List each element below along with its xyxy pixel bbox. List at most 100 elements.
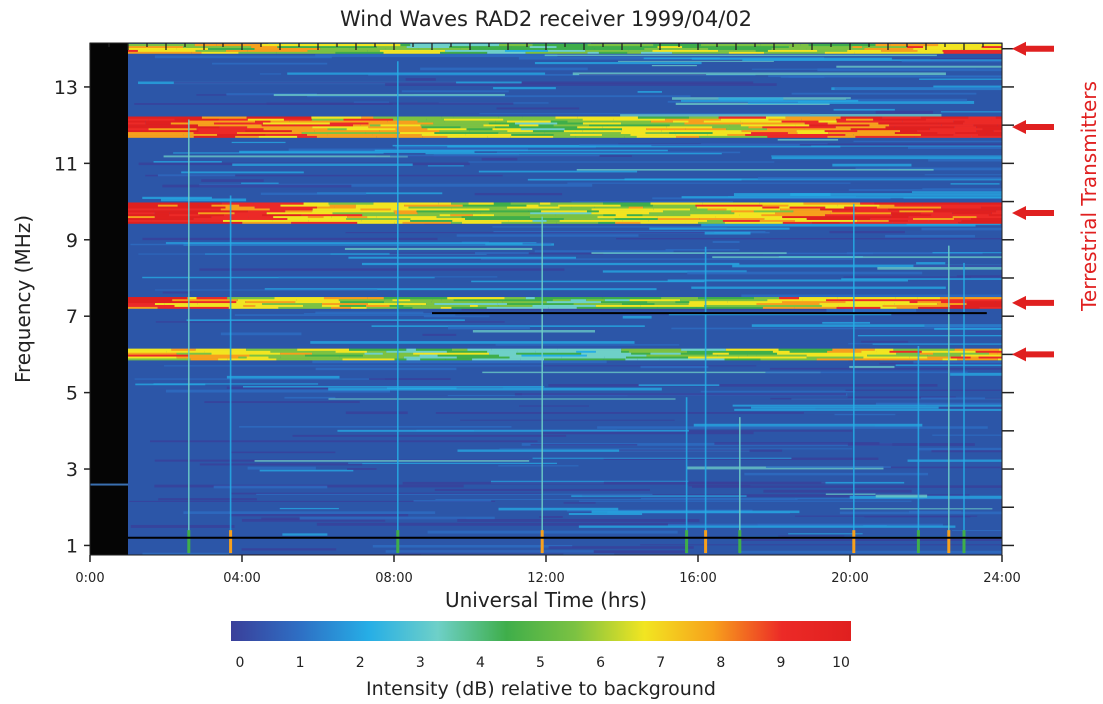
noise-streak (918, 447, 1002, 451)
band-segment (504, 49, 548, 52)
band-segment (621, 129, 662, 133)
noise-streak (241, 518, 386, 522)
band-segment (795, 124, 810, 127)
band-segment (968, 131, 1002, 134)
noise-streak (833, 108, 895, 111)
band-segment (128, 120, 146, 123)
noise-streak (704, 231, 751, 235)
band-segment (952, 215, 977, 219)
band-segment (176, 356, 239, 359)
band-segment (762, 306, 795, 309)
noise-streak (232, 163, 413, 166)
band-segment (187, 297, 197, 300)
band-segment (427, 127, 467, 131)
band-segment (507, 302, 574, 305)
band-segment (489, 352, 517, 355)
band-segment (204, 219, 223, 222)
band-segment (460, 47, 470, 50)
noise-streak (748, 100, 975, 104)
noise-streak (732, 264, 1002, 268)
noise-streak (256, 493, 653, 495)
noise-streak (401, 90, 509, 93)
band-segment (228, 306, 279, 309)
band-segment (376, 135, 423, 138)
band-segment (426, 118, 444, 121)
band-segment (447, 135, 488, 138)
band-segment (346, 127, 396, 131)
band-segment (775, 212, 831, 215)
band-segment (451, 221, 463, 224)
band-segment (199, 304, 244, 307)
band-segment (261, 124, 285, 127)
noise-streak (142, 196, 212, 200)
band-segment (654, 302, 689, 305)
noise-streak (385, 83, 777, 86)
band-segment (234, 212, 267, 215)
band-segment (702, 202, 760, 205)
band-segment (477, 304, 499, 307)
noise-streak (920, 397, 986, 400)
band-segment (816, 358, 855, 361)
band-segment (746, 350, 773, 353)
band-segment (819, 302, 870, 305)
band-segment (440, 306, 452, 309)
radio-bursts (187, 61, 966, 554)
band-segment (630, 133, 676, 136)
band-segment (128, 219, 152, 222)
band-segment (839, 221, 893, 224)
band-segment (128, 135, 194, 138)
band-segment (890, 43, 939, 47)
noise-streak (739, 538, 1002, 542)
band-segment (688, 116, 719, 119)
band-segment (522, 116, 556, 119)
band-segment (552, 298, 571, 302)
band-segment (896, 306, 919, 309)
band-segment (869, 302, 885, 305)
plot-area (90, 43, 1002, 555)
band-segment (420, 124, 484, 127)
band-segment (249, 354, 305, 357)
band-segment (450, 43, 500, 47)
band-segment (407, 213, 440, 217)
band-segment (932, 208, 997, 211)
noise-streak (571, 495, 747, 497)
band-segment (491, 348, 558, 351)
noise-streak (934, 327, 1002, 330)
band-segment (128, 356, 177, 359)
band-segment (884, 302, 895, 305)
band-segment (882, 304, 951, 307)
band-segment (534, 297, 603, 300)
band-segment (195, 49, 226, 52)
band-segment (469, 47, 535, 50)
noise-streak (457, 449, 750, 452)
band-segment (595, 304, 641, 307)
band-segment (508, 219, 533, 222)
noise-streak (186, 319, 465, 322)
noise-streak (885, 234, 976, 238)
band-segment (680, 352, 713, 355)
band-segment (364, 352, 383, 355)
band-segment (465, 217, 530, 220)
band-segment (950, 304, 1002, 307)
band-segment (729, 124, 741, 127)
noise-streak (522, 242, 552, 245)
band-segment (577, 116, 638, 119)
band-segment (402, 221, 452, 224)
noise-streak (913, 264, 1002, 268)
band-segment (809, 124, 870, 127)
noise-streak (374, 149, 668, 152)
band-segment (297, 348, 349, 351)
band-segment (487, 51, 526, 54)
band-segment (996, 208, 1002, 211)
band-segment (128, 298, 173, 302)
noise-streak (145, 174, 503, 177)
noise-streak (138, 253, 331, 255)
band-segment (444, 120, 496, 123)
band-segment (850, 127, 887, 131)
band-segment (788, 45, 853, 49)
band-segment (519, 124, 539, 127)
band-segment (570, 298, 587, 302)
band-segment (451, 348, 468, 351)
band-segment (175, 124, 198, 127)
